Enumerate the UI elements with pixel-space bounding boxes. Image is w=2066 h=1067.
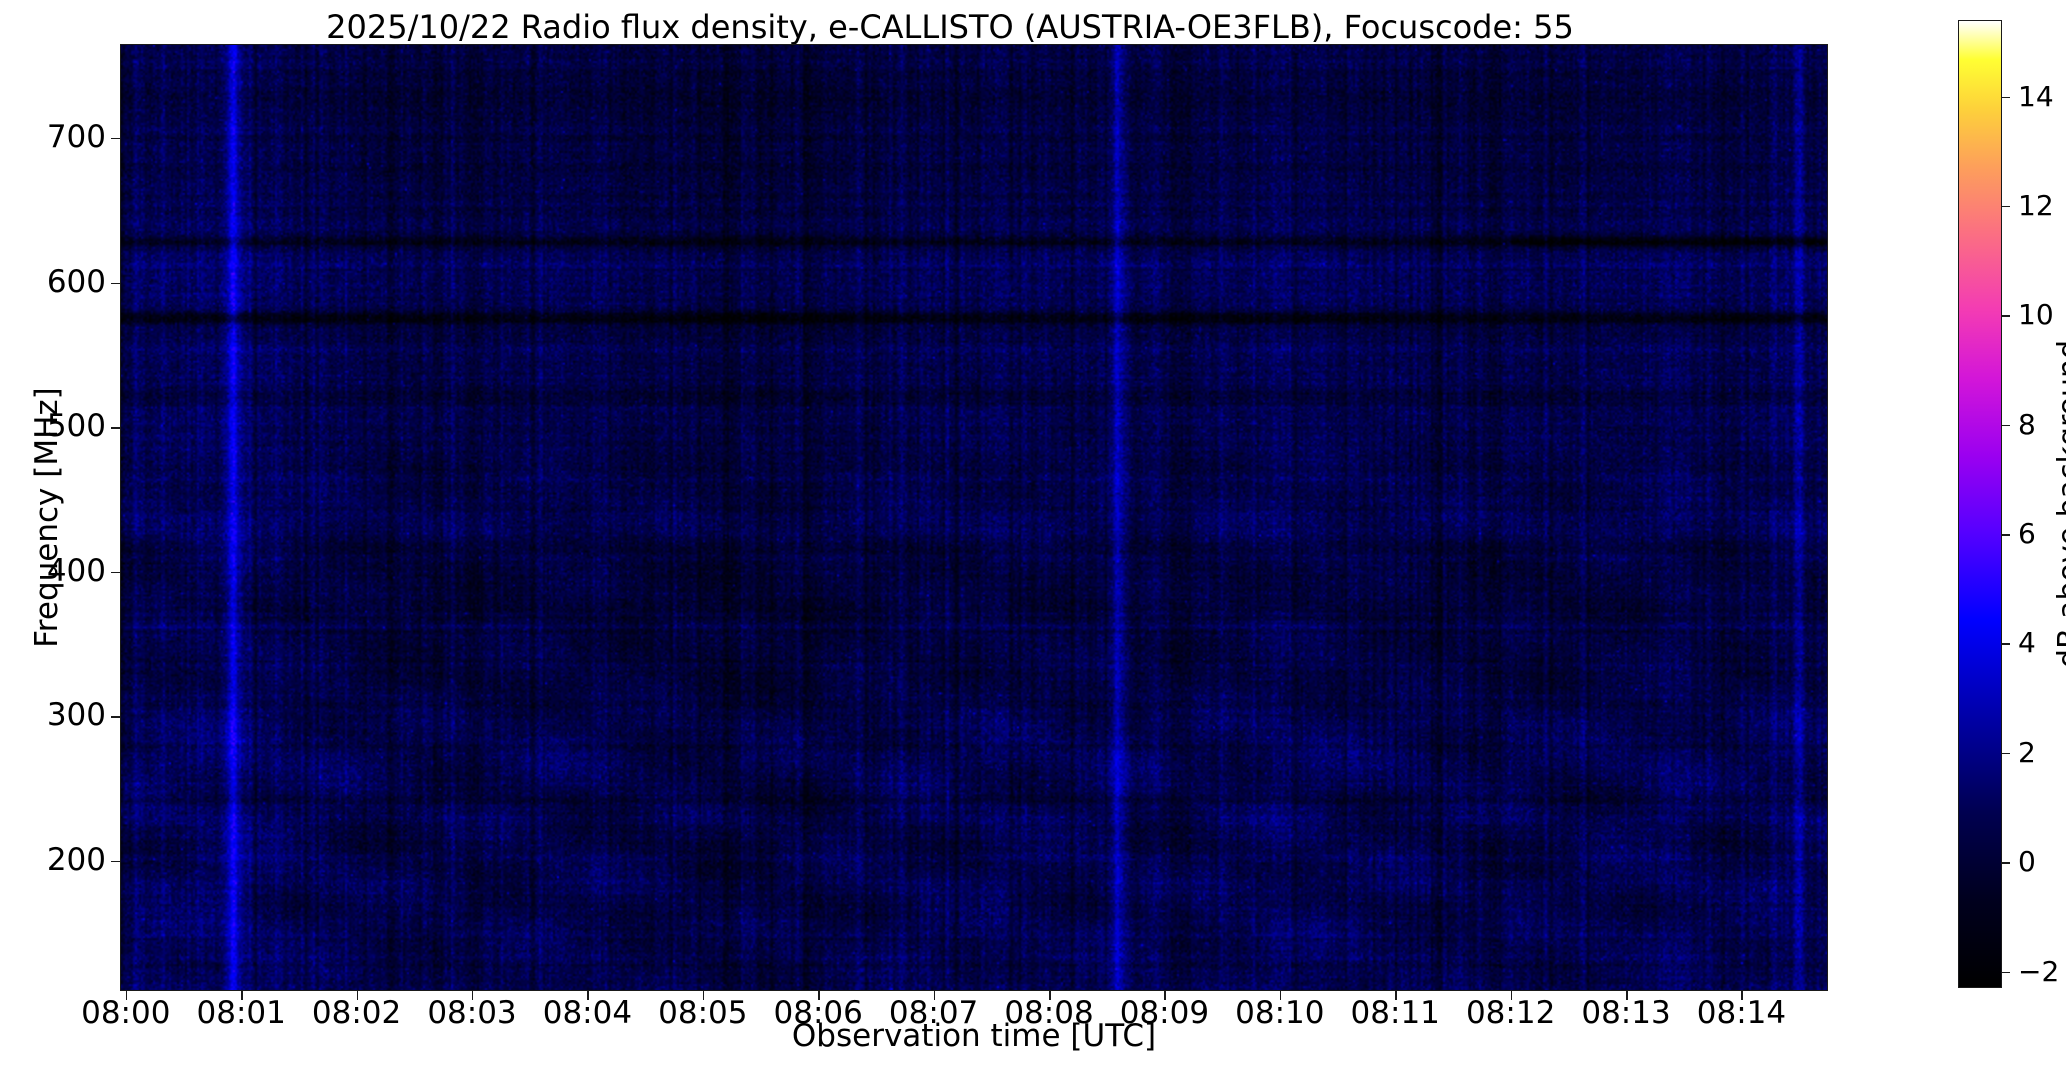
x-axis-tick-label: 08:06	[773, 995, 863, 1031]
colorbar-label: dB above background	[2052, 339, 2066, 669]
y-axis-tick-label: 300	[46, 697, 106, 734]
x-axis-tick-label: 08:04	[542, 995, 633, 1031]
colorbar-tick-label: 0	[2018, 845, 2036, 879]
colorbar-tick-mark	[2002, 971, 2010, 974]
x-axis-tick-mark	[1279, 991, 1282, 1000]
x-axis-tick-label: 08:13	[1581, 995, 1671, 1031]
spectrogram-plot-area[interactable]	[120, 44, 1828, 991]
colorbar-tick-mark	[2002, 752, 2010, 755]
x-axis-tick-label: 08:01	[196, 995, 286, 1031]
x-axis-label: Observation time [UTC]	[791, 1018, 1157, 1054]
x-axis-tick-label: 08:12	[1465, 995, 1556, 1031]
x-axis-tick-mark	[933, 991, 936, 1000]
colorbar-tick-mark	[2002, 534, 2010, 536]
page-title: 2025/10/22 Radio flux density, e-CALLIST…	[326, 8, 1574, 46]
x-axis-tick-mark	[241, 991, 243, 1000]
y-axis-tick-mark	[111, 137, 120, 140]
colorbar[interactable]	[1958, 20, 2002, 988]
x-axis-tick-mark	[702, 991, 705, 1000]
x-axis-tick-mark	[818, 991, 820, 1000]
x-axis-tick-mark	[1510, 991, 1513, 1000]
x-axis-tick-label: 08:03	[427, 995, 517, 1031]
x-axis-tick-mark	[1164, 991, 1166, 1000]
y-axis-tick-mark	[111, 571, 120, 574]
colorbar-tick-label: 14	[2018, 79, 2054, 113]
x-axis-tick-mark	[125, 991, 128, 1000]
colorbar-gradient	[1959, 21, 2001, 987]
y-axis-tick-mark	[111, 860, 120, 863]
y-axis-tick-label: 700	[46, 118, 106, 155]
x-axis-tick-mark	[587, 991, 589, 1000]
colorbar-tick-label: −2	[2018, 954, 2060, 988]
colorbar-tick-label: 12	[2018, 188, 2054, 222]
colorbar-tick-mark	[2002, 205, 2010, 208]
colorbar-tick-label: 4	[2018, 626, 2036, 660]
colorbar-tick-mark	[2002, 424, 2010, 427]
colorbar-tick-label: 8	[2018, 407, 2036, 441]
x-axis-tick-label: 08:05	[658, 995, 748, 1031]
y-axis-tick-mark	[111, 716, 120, 718]
x-axis-tick-label: 08:11	[1350, 995, 1440, 1031]
x-axis-tick-label: 08:08	[1004, 995, 1094, 1031]
colorbar-tick-mark	[2002, 315, 2010, 317]
y-axis-tick-mark	[111, 427, 120, 429]
x-axis-tick-mark	[1626, 991, 1628, 1000]
x-axis-tick-mark	[1395, 991, 1397, 1000]
x-axis-tick-label: 08:14	[1696, 995, 1787, 1031]
x-axis-tick-label: 08:07	[888, 995, 979, 1031]
y-axis-tick-label: 600	[46, 263, 106, 300]
spectrogram-image	[121, 45, 1827, 990]
x-axis-tick-label: 08:10	[1235, 995, 1325, 1031]
y-axis-tick-label: 400	[46, 552, 106, 589]
x-axis-tick-mark	[1049, 991, 1051, 1000]
colorbar-tick-label: 10	[2018, 298, 2054, 332]
x-axis-tick-mark	[471, 991, 474, 1000]
colorbar-tick-mark	[2002, 643, 2010, 645]
y-axis-tick-label: 500	[46, 408, 106, 445]
y-axis-tick-mark	[111, 282, 120, 285]
x-axis-tick-label: 08:02	[311, 995, 402, 1031]
colorbar-tick-mark	[2002, 862, 2010, 864]
x-axis-tick-label: 08:09	[1119, 995, 1210, 1031]
colorbar-tick-mark	[2002, 96, 2010, 99]
colorbar-tick-label: 2	[2018, 735, 2036, 769]
x-axis-tick-mark	[356, 991, 359, 1000]
x-axis-tick-label: 08:00	[81, 995, 171, 1031]
y-axis-tick-label: 200	[46, 841, 106, 878]
x-axis-tick-mark	[1741, 991, 1743, 1000]
colorbar-tick-label: 6	[2018, 517, 2036, 551]
